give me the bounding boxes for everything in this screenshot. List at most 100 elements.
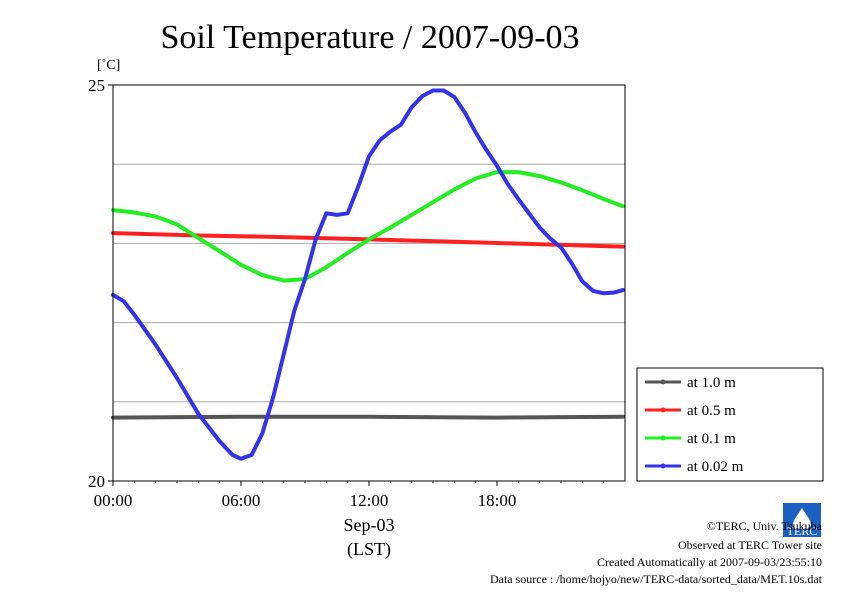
series-point bbox=[239, 415, 243, 419]
series-point bbox=[559, 245, 563, 249]
series-point bbox=[452, 95, 456, 99]
y-axis: 25 20 bbox=[88, 76, 113, 491]
series-point bbox=[516, 197, 520, 201]
created-text: Created Automatically at 2007-09-03/23:5… bbox=[597, 555, 822, 569]
y-tick-label: 25 bbox=[88, 76, 105, 95]
series-line bbox=[111, 88, 625, 461]
chart-title: Soil Temperature / 2007-09-03 bbox=[160, 19, 579, 56]
series-point bbox=[367, 237, 371, 241]
legend-box bbox=[636, 367, 824, 482]
legend-marker bbox=[660, 407, 666, 413]
series-point bbox=[388, 226, 392, 230]
series-point bbox=[570, 261, 574, 265]
series-point bbox=[292, 309, 296, 313]
x-tick-label: 00:00 bbox=[94, 491, 133, 510]
series-line bbox=[111, 170, 625, 283]
legend-marker bbox=[660, 379, 666, 385]
series-point bbox=[602, 197, 606, 201]
legend-label: at 0.5 m bbox=[687, 403, 736, 419]
y-tick-label: 20 bbox=[88, 472, 105, 491]
series-point bbox=[335, 213, 339, 217]
series-point bbox=[602, 291, 606, 295]
series-point bbox=[538, 174, 542, 178]
series-point bbox=[484, 148, 488, 152]
logo-text: TERC bbox=[787, 524, 818, 538]
series-point bbox=[495, 170, 499, 174]
series-point bbox=[239, 457, 243, 461]
series-point bbox=[260, 432, 264, 435]
x-tick-label: 12:00 bbox=[350, 491, 389, 510]
series-point bbox=[621, 204, 625, 208]
series-point bbox=[621, 415, 625, 419]
series-point bbox=[410, 105, 414, 109]
terc-logo: TERC bbox=[783, 503, 821, 538]
series-point bbox=[154, 343, 158, 347]
legend-label: at 0.1 m bbox=[687, 431, 736, 447]
series-point bbox=[231, 453, 234, 457]
series-point bbox=[175, 222, 179, 226]
series-point bbox=[495, 416, 499, 420]
series-point bbox=[548, 237, 552, 241]
series-point bbox=[250, 453, 254, 457]
series-point bbox=[282, 235, 286, 239]
legend: at 1.0 m at 0.5 m at 0.1 m at 0.02 m bbox=[636, 367, 824, 482]
series-point bbox=[154, 215, 158, 218]
series-point bbox=[367, 415, 371, 419]
series-point bbox=[452, 240, 456, 244]
series-point bbox=[388, 130, 392, 134]
series-point bbox=[474, 131, 478, 134]
legend-label: at 1.0 m bbox=[687, 375, 736, 391]
series-point bbox=[410, 213, 414, 217]
series-point bbox=[346, 251, 350, 255]
series-point bbox=[196, 236, 200, 240]
series-point bbox=[175, 376, 179, 380]
series-point bbox=[580, 279, 584, 283]
x-tick-label: 18:00 bbox=[478, 491, 517, 510]
drop-icon bbox=[793, 508, 811, 529]
series-point bbox=[420, 94, 424, 98]
series-point bbox=[612, 291, 616, 294]
series-point bbox=[474, 177, 478, 180]
series-point bbox=[495, 164, 499, 168]
series-point bbox=[621, 245, 625, 249]
series-point bbox=[218, 439, 222, 443]
series-point bbox=[442, 89, 446, 92]
legend-marker bbox=[660, 435, 666, 441]
gridlines bbox=[113, 163, 625, 403]
x-axis-label: Sep-03 bbox=[344, 515, 395, 535]
x-tick-label: 06:00 bbox=[222, 491, 261, 510]
observation-site-text: Observed at TERC Tower site bbox=[678, 538, 822, 552]
series-point bbox=[538, 242, 542, 246]
series-point bbox=[367, 154, 371, 158]
series-point bbox=[452, 188, 456, 191]
series-point bbox=[324, 265, 328, 269]
series-point bbox=[239, 263, 243, 267]
series-point bbox=[132, 211, 136, 214]
series-point bbox=[399, 123, 403, 127]
series-point bbox=[314, 237, 318, 241]
legend-label: at 0.02 m bbox=[687, 459, 744, 475]
series-point bbox=[538, 226, 542, 230]
series-point bbox=[621, 288, 625, 292]
x-axis: 00:00 06:00 12:00 18:00 bbox=[94, 481, 605, 510]
series-point bbox=[218, 249, 222, 253]
series-layer bbox=[111, 88, 625, 461]
series-point bbox=[122, 299, 126, 303]
series-point bbox=[559, 180, 563, 184]
series-point bbox=[580, 188, 584, 192]
series-point bbox=[356, 184, 360, 188]
y-axis-unit: [˚C] bbox=[97, 58, 120, 73]
series-point bbox=[527, 211, 531, 215]
series-point bbox=[378, 138, 382, 142]
series-point bbox=[303, 277, 307, 281]
copyright-text: ©TERC, Univ. Tsukuba bbox=[707, 519, 823, 533]
series-point bbox=[271, 396, 275, 400]
series-point bbox=[431, 89, 435, 92]
x-axis-sublabel: (LST) bbox=[347, 539, 391, 560]
series-point bbox=[132, 313, 136, 317]
plot-frame bbox=[112, 84, 626, 482]
series-point bbox=[506, 182, 510, 186]
data-source-text: Data source : /home/hojyo/new/TERC-data/… bbox=[490, 572, 823, 586]
series-point bbox=[196, 412, 200, 416]
